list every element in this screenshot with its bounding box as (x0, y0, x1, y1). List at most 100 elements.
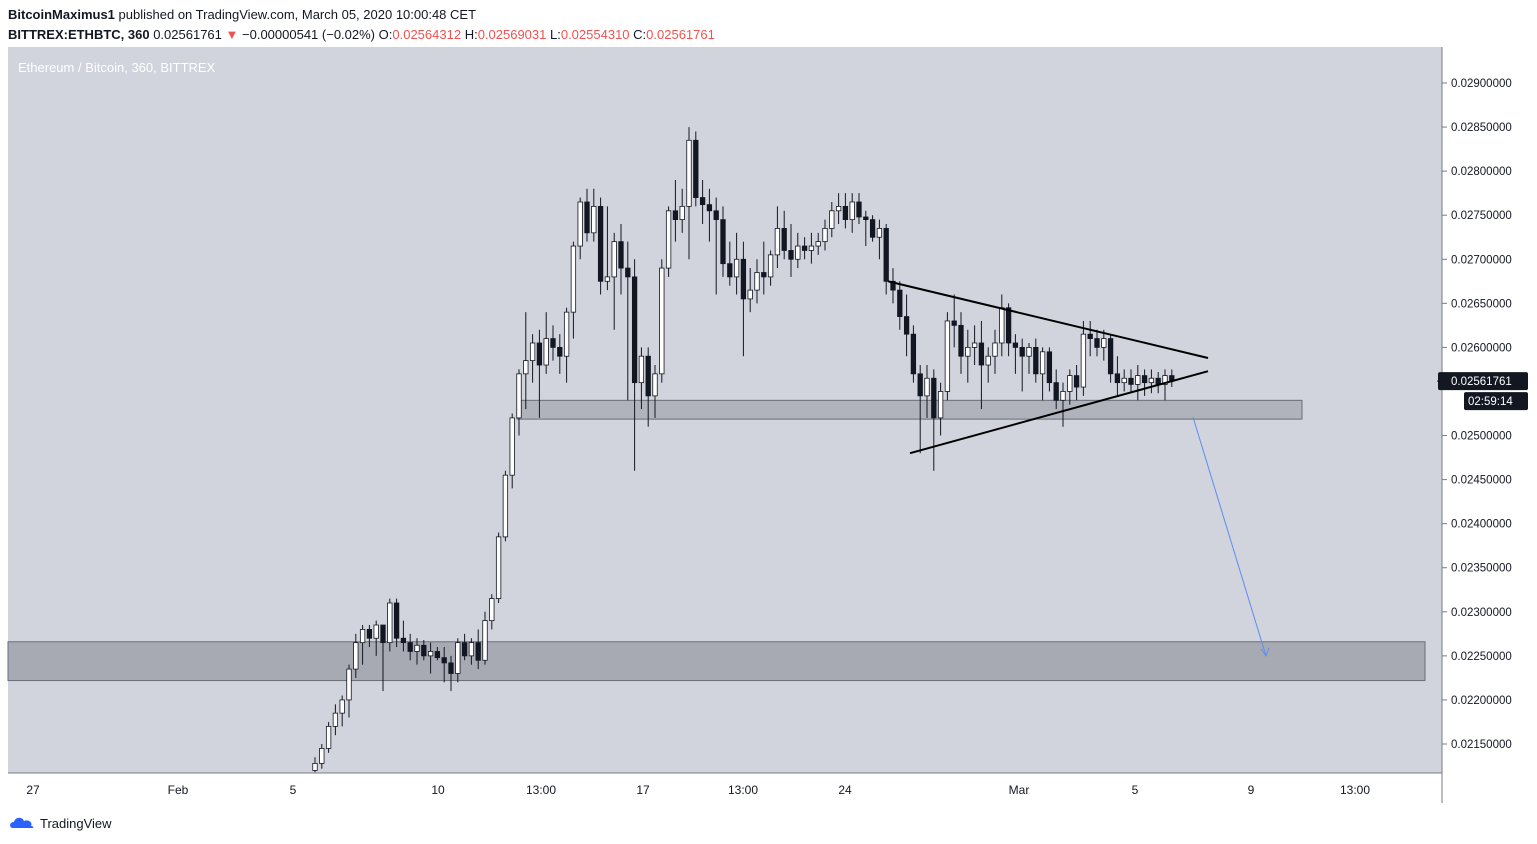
candle-down (897, 289, 903, 317)
candle-down (631, 276, 638, 384)
candle-down (1107, 338, 1114, 375)
candle-down (1033, 346, 1039, 375)
x-tick-label: 5 (1132, 783, 1139, 797)
candle-up (999, 307, 1005, 344)
candle-down (536, 342, 543, 366)
candle-up (652, 373, 658, 397)
candle-down (1128, 377, 1134, 385)
candle-up (679, 205, 685, 221)
y-tick-label: 0.02500000 (1451, 431, 1512, 443)
y-tick-label: 0.02250000 (1451, 651, 1512, 663)
candle-down (1073, 375, 1080, 388)
candle-down (699, 197, 706, 206)
candle-down (958, 324, 964, 357)
candle-down (1019, 346, 1025, 357)
candle-up (1060, 391, 1066, 401)
candle-down (693, 139, 699, 198)
candle-down (1012, 342, 1019, 348)
candle-down (1005, 307, 1012, 344)
low-value: 0.02554310 (560, 27, 630, 42)
candle-up (659, 267, 665, 375)
candle-up (455, 642, 461, 674)
tradingview-logo[interactable]: TradingView (8, 814, 112, 832)
open-label: O: (378, 27, 393, 42)
y-tick-label: 0.02350000 (1451, 563, 1512, 575)
candle-up (509, 417, 515, 476)
candle-up (516, 373, 522, 419)
candle-up (591, 205, 597, 234)
x-tick-label: 24 (838, 783, 852, 797)
candle-down (740, 258, 747, 300)
price-change: −0.00000541 (−0.02%) (242, 27, 376, 42)
candle-up (1135, 375, 1141, 385)
triangle-lower-trendline (909, 370, 1209, 455)
candle-up (815, 241, 821, 247)
change-down-icon: ▼ (225, 27, 239, 42)
candle-up (638, 355, 645, 384)
close-label: C: (633, 27, 647, 42)
time-axis[interactable] (8, 773, 1442, 803)
y-tick-label: 0.02650000 (1451, 298, 1512, 310)
candle-up (1039, 351, 1046, 375)
candle-down (951, 320, 957, 326)
candle-up (937, 391, 944, 419)
x-tick-label: 17 (636, 783, 650, 797)
x-tick-label: 13:00 (1340, 783, 1370, 797)
current-price-label: 0.02561761 (1451, 376, 1512, 388)
candle-up (387, 602, 393, 644)
y-tick-label: 0.02600000 (1451, 342, 1512, 354)
candle-up (733, 258, 740, 278)
candle-down (1053, 382, 1059, 401)
candle-down (720, 219, 726, 265)
y-tick-label: 0.02800000 (1451, 166, 1512, 178)
ohlc-line: BITTREX:ETHBTC, 360 0.02561761 ▼ −0.0000… (8, 25, 715, 45)
triangle-upper-trendline (887, 280, 1209, 359)
candle-up (332, 712, 339, 727)
candle-up (924, 377, 930, 397)
candle-up (312, 762, 318, 771)
publish-header: BitcoinMaximus1 published on TradingView… (8, 5, 715, 45)
candle-down (842, 205, 849, 221)
candle-down (706, 204, 713, 212)
candle-down (645, 355, 651, 397)
candle-up (353, 642, 359, 670)
publisher-name[interactable]: BitcoinMaximus1 (8, 7, 115, 22)
candle-down (597, 205, 604, 282)
last-price: 0.02561761 (153, 27, 222, 42)
x-tick-label: 27 (26, 783, 40, 797)
candle-down (869, 219, 876, 238)
candle-up (992, 342, 998, 357)
candle-down (557, 346, 563, 357)
candle-down (863, 216, 869, 221)
candle-up (795, 245, 801, 260)
candle-up (686, 139, 692, 207)
candle-up (876, 228, 883, 238)
close-value: 0.02561761 (646, 27, 715, 42)
symbol-label: BITTREX:ETHBTC, 360 (8, 27, 150, 42)
candle-up (1162, 375, 1168, 385)
y-tick-label: 0.02750000 (1451, 210, 1512, 222)
candle-down (407, 642, 413, 652)
candle-up (570, 245, 577, 313)
candle-down (713, 210, 719, 221)
candle-up (1101, 338, 1107, 348)
candle-down (625, 267, 631, 278)
y-tick-label: 0.02850000 (1451, 122, 1512, 134)
candle-down (883, 228, 889, 282)
candle-up (339, 699, 345, 714)
candle-down (618, 241, 624, 269)
candle-up (1121, 377, 1127, 384)
countdown-tag (1464, 392, 1528, 411)
high-value: 0.02569031 (477, 27, 547, 42)
candle-down (1114, 373, 1121, 384)
price-axis[interactable] (1442, 47, 1537, 803)
candle-up (774, 228, 781, 256)
support-zone (7, 641, 1426, 682)
y-tick-label: 0.02200000 (1451, 695, 1512, 707)
candle-down (366, 629, 373, 639)
candle-down (584, 201, 590, 234)
candle-up (971, 342, 978, 348)
candle-up (754, 272, 760, 291)
y-tick-label: 0.02300000 (1451, 607, 1512, 619)
